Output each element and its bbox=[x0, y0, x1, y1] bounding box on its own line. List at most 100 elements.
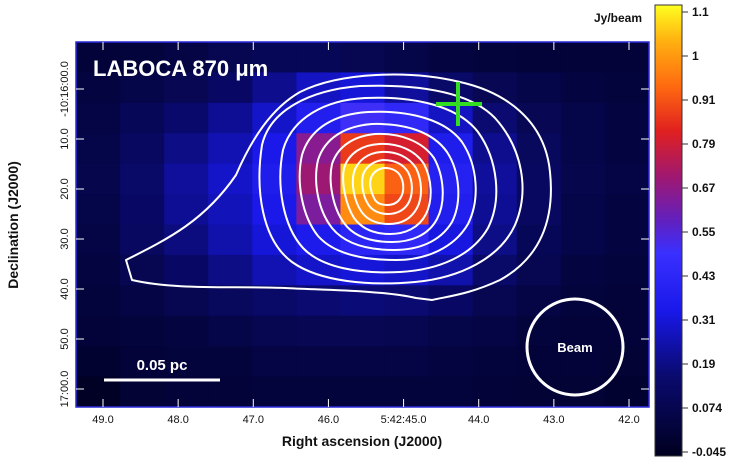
heatmap-cell bbox=[604, 224, 649, 256]
x-tick-label: 42.0 bbox=[618, 414, 639, 426]
contour-1 bbox=[125, 73, 552, 301]
heatmap-cell bbox=[120, 224, 165, 256]
heatmap-cell bbox=[516, 42, 562, 74]
heatmap-cell bbox=[208, 42, 253, 74]
heatmap-cell bbox=[252, 315, 297, 347]
heatmap-cell bbox=[76, 254, 121, 286]
heatmap-cell bbox=[164, 376, 209, 407]
heatmap-cell bbox=[76, 346, 121, 378]
heatmap-cell bbox=[340, 194, 386, 226]
y-ticks bbox=[76, 88, 649, 390]
heatmap-cell bbox=[604, 346, 649, 378]
heatmap-cell bbox=[164, 346, 209, 378]
heatmap-cell bbox=[252, 285, 297, 317]
y-tick-label: 10.0 bbox=[59, 128, 71, 149]
heatmap-cell bbox=[384, 285, 430, 317]
heatmap-cell bbox=[120, 315, 165, 347]
y-tick-labels: -10:16:00.0 10.0 20.0 30.0 40.0 50.0 17:00.0 bbox=[59, 61, 71, 407]
panel-title: LABOCA 870 μm bbox=[93, 56, 268, 81]
heatmap-cell bbox=[604, 285, 649, 317]
heatmap-cell bbox=[76, 224, 121, 256]
heatmap-cell bbox=[208, 194, 253, 226]
heatmap-cell bbox=[340, 376, 386, 407]
heatmap-cell bbox=[472, 376, 518, 407]
heatmap-cell bbox=[560, 346, 606, 378]
contour-6 bbox=[329, 132, 444, 243]
heatmap-cell bbox=[164, 254, 209, 286]
heatmap-cell bbox=[560, 254, 606, 286]
heatmap-cell bbox=[76, 163, 121, 195]
heatmap-cell bbox=[208, 315, 253, 347]
heatmap-cell bbox=[384, 376, 430, 407]
heatmap-cell bbox=[120, 42, 165, 74]
heatmap-cell bbox=[516, 285, 562, 317]
heatmap-cell bbox=[516, 163, 562, 195]
heatmap-cell bbox=[120, 194, 165, 226]
heatmap-cell bbox=[164, 315, 209, 347]
heatmap-cell bbox=[560, 315, 606, 347]
heatmap-cell bbox=[76, 42, 121, 74]
heatmap-cell bbox=[428, 102, 474, 134]
heatmap-cell bbox=[252, 133, 297, 165]
heatmap-cell bbox=[560, 133, 606, 165]
heatmap-cell bbox=[560, 42, 606, 74]
heatmap-cell bbox=[252, 194, 297, 226]
heatmap-cell bbox=[252, 42, 297, 74]
heatmap-cell bbox=[120, 133, 165, 165]
heatmap-cell bbox=[296, 346, 342, 378]
heatmap-cell bbox=[252, 224, 297, 256]
heatmap-cell bbox=[604, 315, 649, 347]
marker-cross bbox=[436, 82, 482, 126]
heatmap-cell bbox=[76, 285, 121, 317]
heatmap-cell bbox=[252, 376, 297, 407]
heatmap-cell bbox=[516, 346, 562, 378]
colorbar-tick-label: 1.1 bbox=[692, 5, 709, 19]
heatmap-cell bbox=[164, 42, 209, 74]
plot-frame bbox=[75, 41, 650, 408]
heatmap-cell bbox=[516, 254, 562, 286]
contour-8 bbox=[351, 150, 422, 225]
x-ticks bbox=[102, 42, 630, 407]
heatmap-cell bbox=[208, 133, 253, 165]
heatmap-cell bbox=[472, 315, 518, 347]
heatmap-cell bbox=[428, 285, 474, 317]
heatmap-cell bbox=[604, 376, 649, 407]
colorbar-ticks: 1.1 1 0.91 0.79 0.67 0.55 0.43 0.31 0.19 0.074 -0.… bbox=[682, 5, 726, 459]
heatmap-cell bbox=[120, 285, 165, 317]
heatmap-cell bbox=[120, 72, 165, 104]
heatmap-cell bbox=[560, 163, 606, 195]
contour-lines bbox=[125, 73, 552, 301]
heatmap-cell bbox=[296, 163, 342, 195]
x-tick-label: 44.0 bbox=[468, 414, 489, 426]
beam-label: Beam bbox=[557, 340, 592, 355]
heatmap-cell bbox=[76, 315, 121, 347]
y-tick-label: 17:00.0 bbox=[59, 371, 71, 408]
colorbar-tick-label: 0.67 bbox=[692, 181, 716, 195]
contour-4 bbox=[298, 110, 477, 261]
heatmap-cell bbox=[120, 376, 165, 407]
heatmap-cell bbox=[472, 285, 518, 317]
heatmap-cell bbox=[296, 42, 342, 74]
heatmap-cell bbox=[76, 72, 121, 104]
heatmap-cell bbox=[120, 102, 165, 134]
heatmap-cell bbox=[164, 194, 209, 226]
heatmap-cell bbox=[560, 194, 606, 226]
heatmap-cell bbox=[120, 346, 165, 378]
heatmap-cell bbox=[296, 224, 342, 256]
heatmap-cell bbox=[164, 133, 209, 165]
heatmap-cell bbox=[76, 102, 121, 134]
heatmap-cell bbox=[384, 42, 430, 74]
y-tick-label: 30.0 bbox=[59, 228, 71, 249]
heatmap-cell bbox=[296, 315, 342, 347]
colorbar-tick-label: -0.045 bbox=[692, 445, 726, 459]
heatmap-cell bbox=[604, 102, 649, 134]
heatmap-cell bbox=[560, 102, 606, 134]
heatmap-cell bbox=[560, 224, 606, 256]
colorbar bbox=[654, 4, 683, 457]
heatmap-cell bbox=[164, 102, 209, 134]
heatmap-cell bbox=[164, 163, 209, 195]
colorbar-unit: Jy/beam bbox=[594, 11, 642, 25]
beam-ellipse bbox=[525, 297, 625, 397]
heatmap-cell bbox=[384, 102, 430, 134]
heatmap-cell bbox=[208, 285, 253, 317]
